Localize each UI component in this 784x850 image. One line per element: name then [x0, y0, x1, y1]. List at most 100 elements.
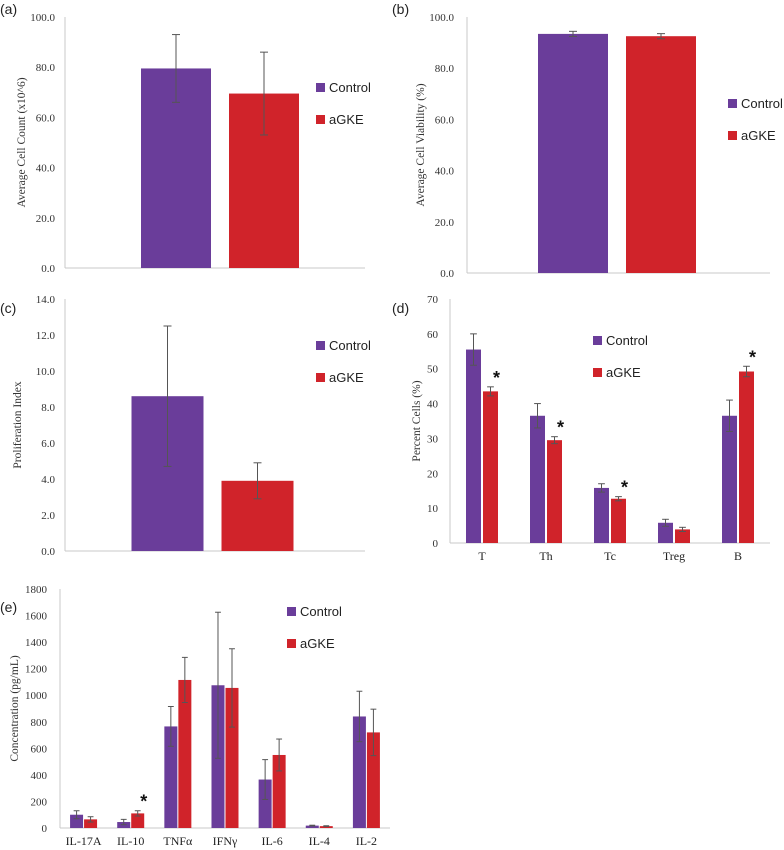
x-tick-label: Th: [539, 549, 552, 563]
y-tick-label: 1000: [25, 690, 48, 702]
x-tick-label: IFNγ: [213, 834, 238, 848]
y-tick-label: 20.0: [36, 213, 56, 225]
y-tick-label: 1400: [25, 637, 48, 649]
x-tick-label: Tc: [604, 549, 616, 563]
bar-control: [352, 716, 366, 828]
y-axis-title: Proliferation Index: [12, 381, 24, 468]
bar-control: [538, 33, 608, 274]
y-tick-label: 12.0: [36, 330, 56, 342]
bar-agke: [739, 371, 754, 543]
y-tick-label: 0.0: [440, 268, 454, 280]
bar-agke: [131, 813, 145, 828]
y-tick-label: 40.0: [36, 163, 56, 175]
legend: Control aGKE: [316, 80, 371, 127]
legend-label-control: Control: [329, 80, 371, 95]
y-tick-label: 200: [31, 796, 48, 808]
legend-swatch-agke: [593, 368, 602, 377]
legend-label-agke: aGKE: [741, 128, 776, 143]
y-tick-label: 80.0: [36, 62, 56, 74]
legend-swatch-control: [316, 341, 325, 350]
legend: Control aGKE: [728, 96, 783, 143]
legend-label-agke: aGKE: [329, 112, 364, 127]
legend-swatch-agke: [316, 373, 325, 382]
legend: Control aGKE: [287, 604, 342, 651]
legend: Control aGKE: [593, 333, 648, 380]
y-tick-label: 1600: [25, 611, 48, 623]
y-tick-label: 50: [427, 364, 439, 376]
significance-star: *: [493, 368, 500, 388]
y-tick-label: 40.0: [435, 166, 455, 178]
y-tick-label: 400: [31, 770, 48, 782]
y-tick-label: 80.0: [435, 63, 455, 75]
y-tick-label: 1200: [25, 664, 48, 676]
legend-swatch-agke: [728, 131, 737, 140]
panel-b: (b) 0.0 20.0 40.0 60.0 80.0 100.0 Average Cell …: [392, 1, 783, 280]
y-tick-label: 20.0: [435, 217, 455, 229]
bar-control: [594, 487, 609, 543]
y-tick-label: 6.0: [41, 438, 55, 450]
bar-agke: [178, 679, 192, 828]
y-tick-label: 60.0: [36, 112, 56, 124]
significance-star: *: [621, 478, 628, 498]
bar-control: [258, 779, 272, 828]
panel-label: (e): [0, 599, 17, 615]
legend-swatch-agke: [287, 639, 296, 648]
y-tick-label: 10: [427, 503, 439, 515]
legend-swatch-control: [287, 607, 296, 616]
panel-label: (b): [392, 1, 409, 17]
y-tick-label: 40: [427, 399, 439, 411]
x-tick-label: IL-17A: [66, 834, 102, 848]
y-tick-label: 0: [433, 538, 439, 550]
panel-e: (e) 0 200 400 600 800 1000 1200 1400 1600 1800 Conc…: [0, 584, 390, 848]
y-tick-label: 800: [31, 717, 48, 729]
x-tick-label: Treg: [663, 549, 685, 563]
x-tick-label: IL-10: [117, 834, 144, 848]
legend-swatch-control: [316, 83, 325, 92]
legend-swatch-control: [728, 99, 737, 108]
legend-label-control: Control: [741, 96, 783, 111]
panel-label: (a): [0, 1, 17, 17]
y-axis-title: Average Cell Viability (%): [415, 83, 427, 206]
bar-agke: [675, 529, 690, 543]
bar-agke: [366, 732, 380, 828]
panel-c: (c) 0.0 2.0 4.0 6.0 8.0 10.0 12.0 14.0 Proliferat…: [0, 294, 371, 558]
legend-label-agke: aGKE: [300, 636, 335, 651]
significance-star: *: [749, 347, 756, 367]
bar-control: [70, 814, 84, 828]
legend: Control aGKE: [316, 338, 371, 385]
bar-agke: [225, 687, 239, 828]
bar-agke: [483, 391, 498, 543]
bar-control: [305, 825, 319, 828]
panel-label: (c): [0, 300, 16, 316]
bar-control: [530, 415, 545, 543]
y-tick-label: 8.0: [41, 402, 55, 414]
bar-agke: [547, 440, 562, 543]
x-tick-label: B: [734, 549, 742, 563]
y-axis-title: Concentration (pg/mL): [9, 655, 21, 762]
bar-agke: [319, 826, 333, 828]
legend-label-control: Control: [606, 333, 648, 348]
x-tick-label: T: [478, 549, 486, 563]
legend-label-agke: aGKE: [606, 365, 641, 380]
x-tick-label: TNFα: [163, 834, 193, 848]
panel-a: (a) 0.0 20.0 40.0 60.0 80.0 100.0 Average Cell …: [0, 1, 371, 275]
x-tick-label: IL-6: [261, 834, 282, 848]
y-tick-label: 10.0: [36, 366, 56, 378]
y-tick-label: 14.0: [36, 294, 56, 306]
y-tick-label: 1800: [25, 584, 48, 596]
significance-star: *: [140, 792, 147, 812]
y-tick-label: 4.0: [41, 474, 55, 486]
bar-control: [722, 415, 737, 543]
legend-label-control: Control: [300, 604, 342, 619]
x-tick-label: IL-2: [356, 834, 377, 848]
bar-agke: [84, 819, 98, 828]
y-tick-label: 2.0: [41, 510, 55, 522]
bar-control: [658, 522, 673, 543]
bar-agke: [611, 498, 626, 543]
y-tick-label: 70: [427, 294, 439, 306]
legend-swatch-control: [593, 336, 602, 345]
y-tick-label: 0: [42, 823, 48, 835]
panel-label: (d): [392, 300, 409, 316]
y-tick-label: 30: [427, 433, 439, 445]
